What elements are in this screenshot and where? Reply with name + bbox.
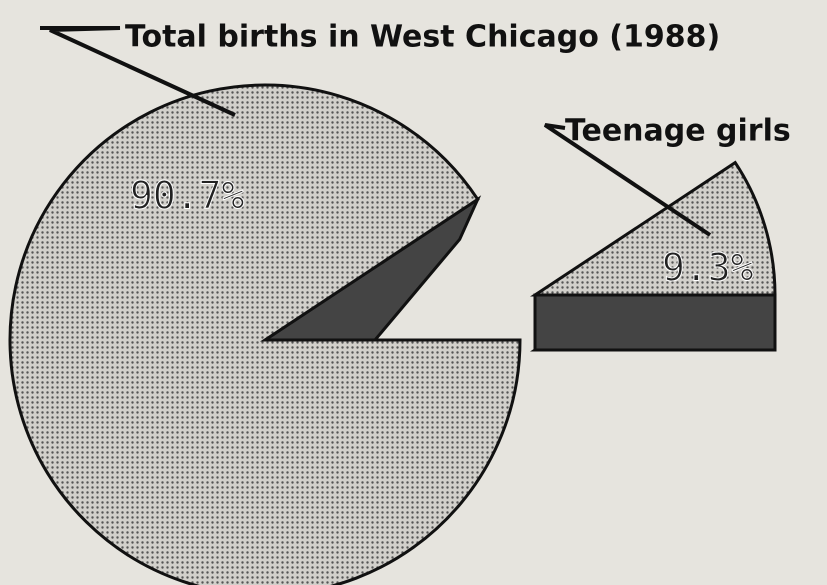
value-label: 90.7% <box>130 174 245 218</box>
pie <box>8 83 777 585</box>
slice <box>8 83 522 585</box>
slice <box>530 160 777 297</box>
slice-name: Total births in West Chicago (1988) <box>125 20 720 55</box>
callout-line <box>543 123 712 237</box>
callout-line <box>40 26 236 117</box>
value-label: 9.3% <box>662 246 754 290</box>
slice-side <box>533 293 777 352</box>
slice-name: Teenage girls <box>565 114 791 149</box>
